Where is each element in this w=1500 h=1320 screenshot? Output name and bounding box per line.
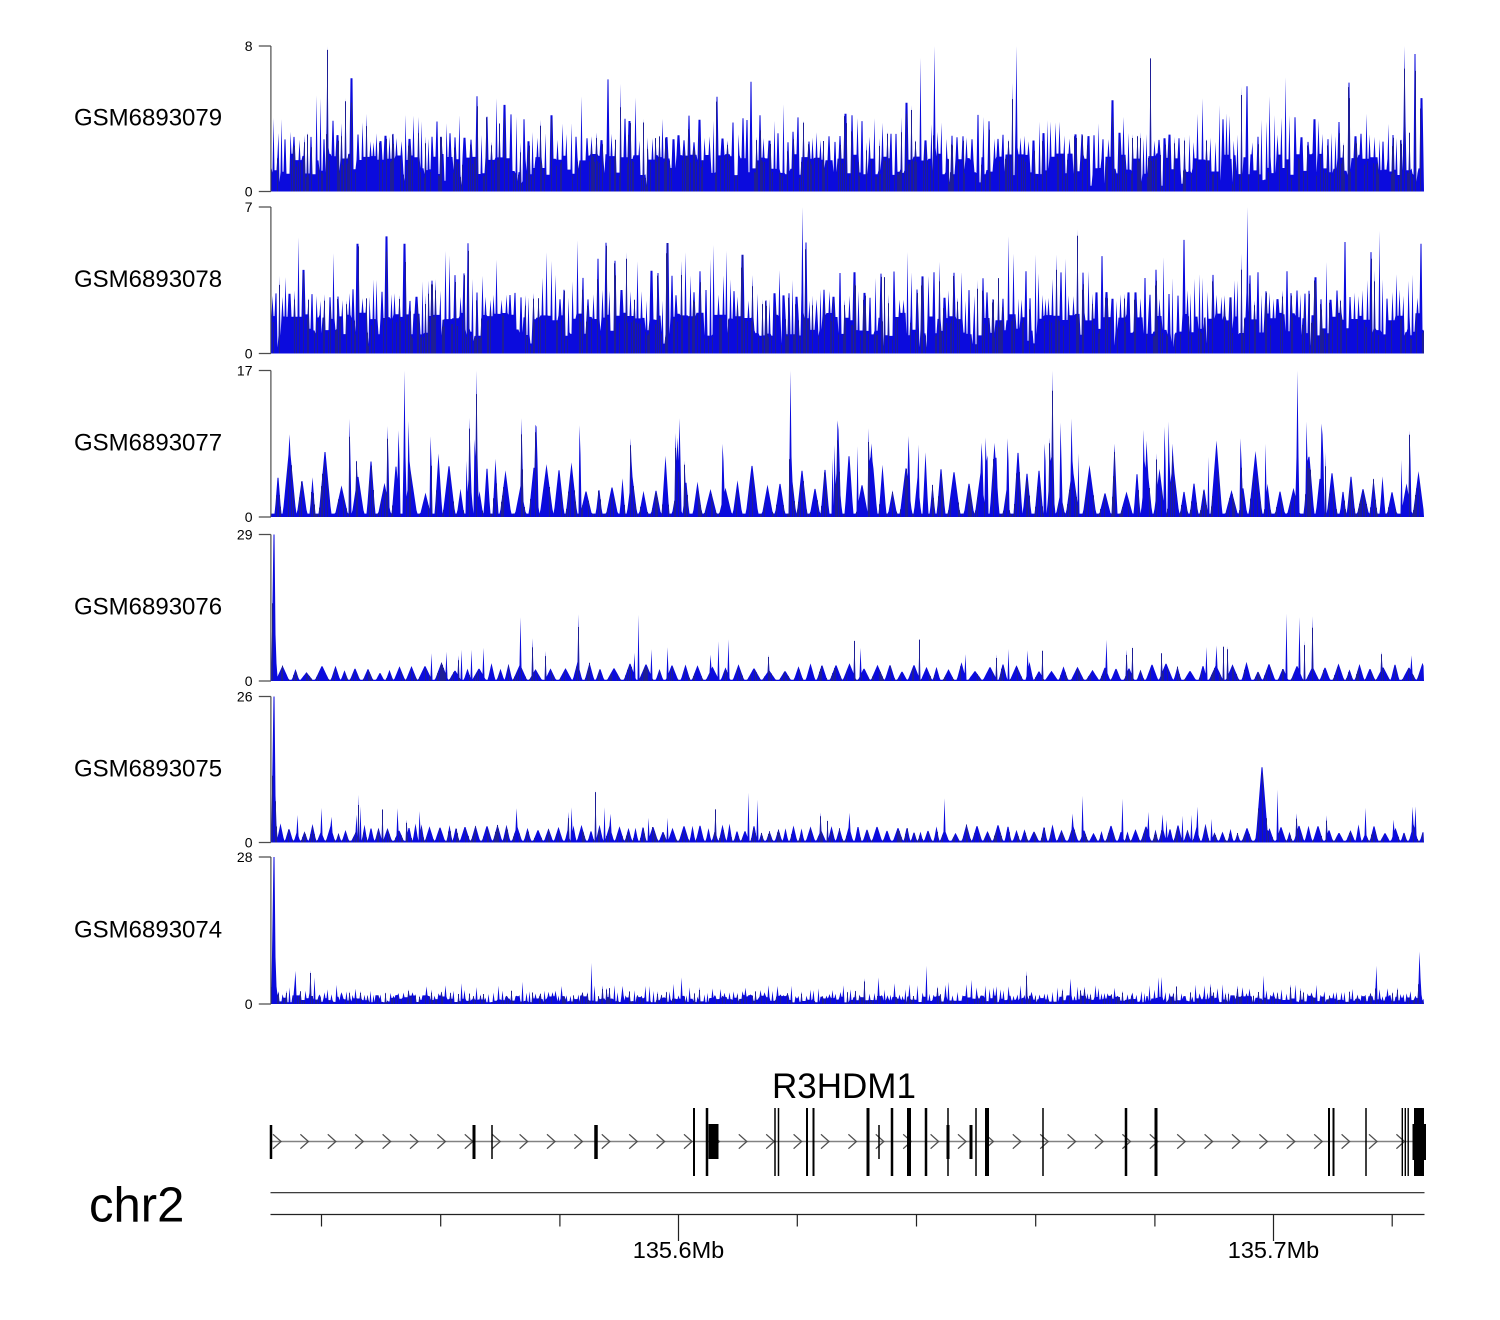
svg-text:R3HDM1: R3HDM1 xyxy=(772,1067,916,1106)
svg-text:0: 0 xyxy=(245,509,253,525)
svg-text:28: 28 xyxy=(237,849,253,865)
svg-text:GSM6893078: GSM6893078 xyxy=(74,266,222,293)
svg-text:7: 7 xyxy=(245,199,253,215)
svg-text:GSM6893075: GSM6893075 xyxy=(74,755,222,782)
svg-text:GSM6893074: GSM6893074 xyxy=(74,916,222,943)
svg-text:26: 26 xyxy=(237,688,253,704)
svg-text:0: 0 xyxy=(245,673,253,689)
svg-text:0: 0 xyxy=(245,996,253,1012)
svg-text:29: 29 xyxy=(237,526,253,542)
svg-text:0: 0 xyxy=(245,183,253,199)
svg-text:GSM6893076: GSM6893076 xyxy=(74,594,222,621)
svg-text:17: 17 xyxy=(237,362,253,378)
svg-text:chr2: chr2 xyxy=(89,1179,184,1233)
svg-text:GSM6893079: GSM6893079 xyxy=(74,105,222,132)
svg-text:135.6Mb: 135.6Mb xyxy=(633,1237,724,1263)
svg-text:GSM6893077: GSM6893077 xyxy=(74,430,222,457)
svg-text:0: 0 xyxy=(245,345,253,361)
svg-text:0: 0 xyxy=(245,834,253,850)
svg-text:8: 8 xyxy=(245,38,253,54)
svg-text:135.7Mb: 135.7Mb xyxy=(1228,1237,1319,1263)
